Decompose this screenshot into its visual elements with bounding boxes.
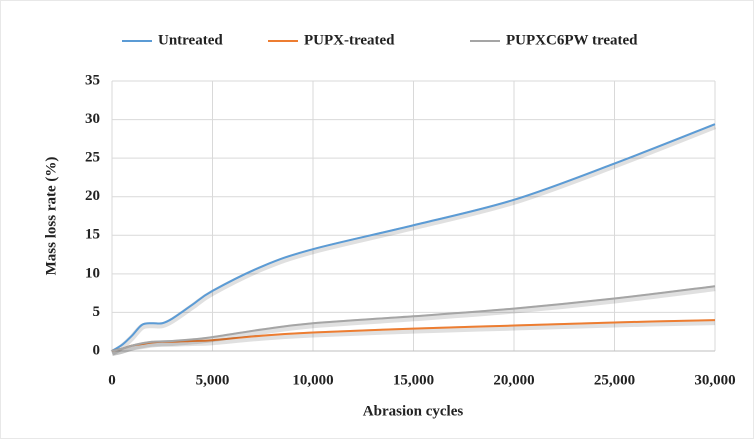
x-tick-label: 15,000: [393, 372, 434, 388]
x-tick-label: 25,000: [594, 372, 635, 388]
series-shadow: [110, 123, 717, 356]
x-tick-label: 5,000: [196, 372, 230, 388]
y-tick-label: 30: [85, 111, 100, 127]
y-tick-label: 25: [85, 150, 100, 166]
series-line: [111, 123, 716, 352]
series-shadow: [111, 285, 716, 356]
y-tick-label: 35: [85, 72, 100, 88]
legend-label: PUPXC6PW treated: [506, 32, 638, 48]
x-tick-label: 0: [108, 372, 116, 388]
y-tick-label: 0: [93, 342, 101, 358]
series-shadow: [111, 319, 716, 356]
y-tick-label: 10: [85, 265, 100, 281]
y-tick-label: 20: [85, 188, 100, 204]
x-tick-label: 10,000: [292, 372, 333, 388]
legend-label: PUPX-treated: [304, 32, 395, 48]
legend-label: Untreated: [158, 32, 223, 48]
y-tick-label: 15: [85, 227, 100, 243]
y-tick-label: 5: [93, 304, 101, 320]
x-axis-label: Abrasion cycles: [363, 403, 464, 419]
series-line: [111, 285, 716, 352]
x-tick-label: 30,000: [694, 372, 735, 388]
x-tick-label: 20,000: [493, 372, 534, 388]
y-axis-label: Mass loss rate (%): [43, 157, 59, 276]
